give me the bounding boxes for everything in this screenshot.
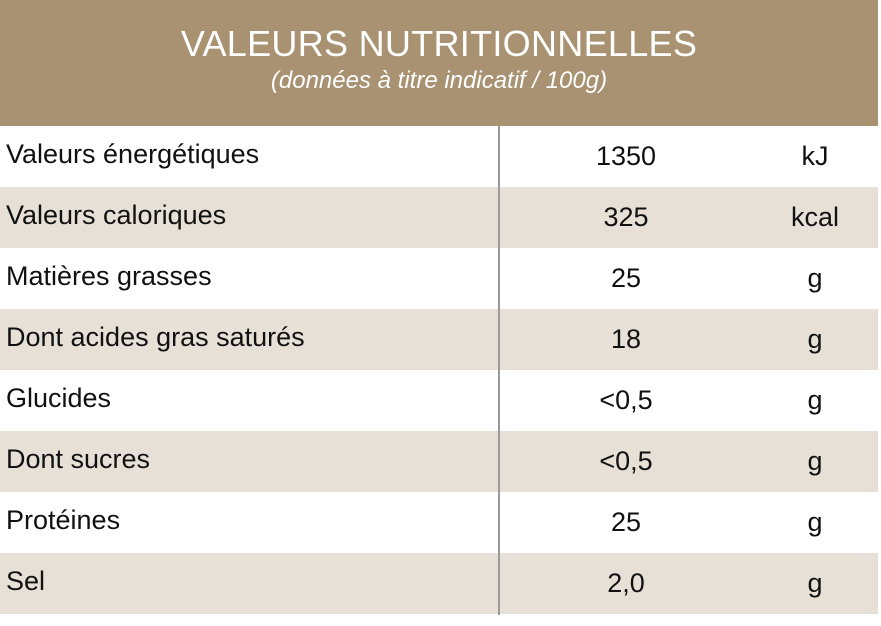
nutrition-header: VALEURS NUTRITIONNELLES (données à titre… (0, 0, 878, 126)
column-divider (498, 126, 500, 615)
nutrient-value: 25 (610, 263, 642, 293)
table-row: Dont acides gras saturés 18 g (0, 309, 878, 370)
nutrition-panel: VALEURS NUTRITIONNELLES (données à titre… (0, 0, 878, 615)
table-row: Matières grasses 25 g (0, 248, 878, 309)
nutrition-table: Valeurs énergétiques 1350 kJ Valeurs cal… (0, 126, 878, 615)
nutrient-unit: g (807, 507, 823, 537)
nutrient-value: 18 (610, 324, 642, 354)
nutrition-subtitle: (données à titre indicatif / 100g) (270, 67, 608, 94)
table-row: Glucides <0,5 g (0, 370, 878, 431)
nutrient-unit: g (807, 446, 823, 476)
nutrient-label: Sel (6, 566, 46, 596)
nutrient-value: 1350 (595, 141, 657, 171)
nutrient-unit: kJ (801, 141, 829, 171)
nutrient-value: <0,5 (599, 385, 653, 415)
nutrient-unit: g (807, 263, 823, 293)
table-row: Protéines 25 g (0, 492, 878, 553)
nutrient-unit: g (807, 568, 823, 598)
table-row: Sel 2,0 g (0, 553, 878, 614)
nutrient-label: Glucides (6, 383, 112, 413)
nutrient-label: Dont sucres (6, 444, 151, 474)
nutrient-value: <0,5 (599, 446, 653, 476)
nutrient-label: Matières grasses (6, 261, 212, 291)
nutrient-label: Dont acides gras saturés (6, 322, 305, 352)
nutrient-unit: g (807, 324, 823, 354)
nutrient-label: Valeurs caloriques (6, 200, 227, 230)
table-row: Dont sucres <0,5 g (0, 431, 878, 492)
nutrient-value: 325 (603, 202, 649, 232)
table-row: Valeurs énergétiques 1350 kJ (0, 126, 878, 187)
nutrient-value: 25 (610, 507, 642, 537)
nutrient-value: 2,0 (607, 568, 645, 598)
nutrient-label: Protéines (6, 505, 121, 535)
table-row: Valeurs caloriques 325 kcal (0, 187, 878, 248)
nutrition-title: VALEURS NUTRITIONNELLES (180, 23, 698, 64)
nutrient-unit: kcal (790, 202, 839, 232)
nutrient-unit: g (807, 385, 823, 415)
nutrient-label: Valeurs énergétiques (6, 139, 260, 169)
